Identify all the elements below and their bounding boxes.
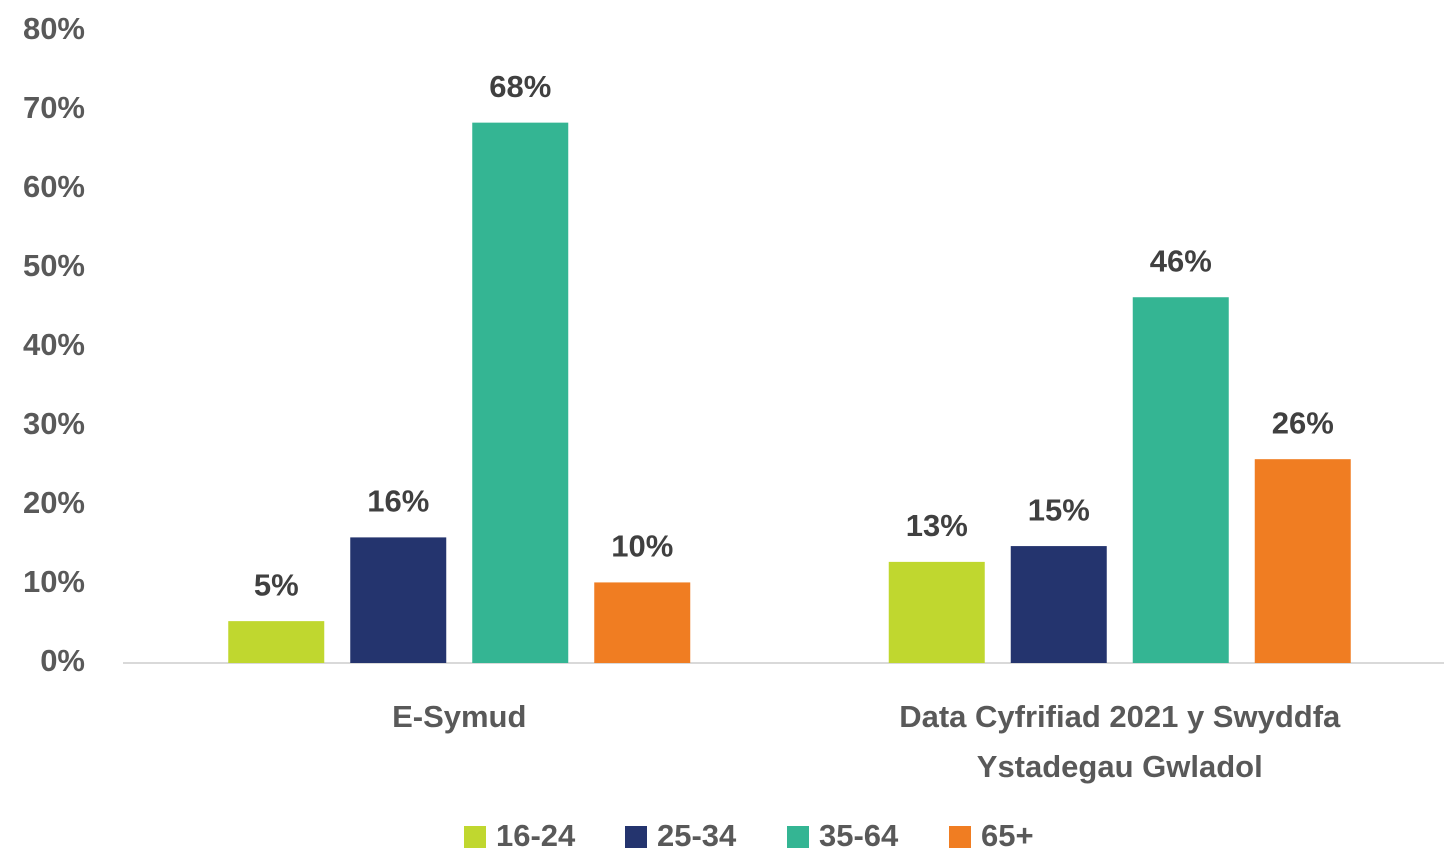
y-tick-label: 10% <box>23 564 85 599</box>
x-tick-label: Data Cyfrifiad 2021 y Swyddfa Ystadegau … <box>899 699 1341 784</box>
bar <box>888 561 985 663</box>
data-label: 26% <box>1272 405 1334 440</box>
bar <box>472 122 569 663</box>
y-tick-label: 20% <box>23 485 85 520</box>
data-label: 5% <box>254 567 299 602</box>
bar <box>1132 297 1229 663</box>
y-tick-label: 70% <box>23 90 85 125</box>
data-label: 13% <box>906 508 968 543</box>
legend-swatch <box>787 826 809 848</box>
data-label: 16% <box>367 484 429 519</box>
legend-label: 35-64 <box>819 818 899 852</box>
y-tick-label: 30% <box>23 406 85 441</box>
x-tick-label: E-Symud <box>392 699 527 734</box>
legend-label: 25-34 <box>657 818 737 852</box>
legend-label: 16-24 <box>496 818 576 852</box>
data-label: 10% <box>611 529 673 564</box>
y-tick-label: 0% <box>40 643 85 678</box>
bar <box>1010 546 1107 663</box>
legend-swatch <box>464 826 486 848</box>
bar <box>594 582 691 663</box>
legend-swatch <box>949 826 971 848</box>
y-tick-label: 40% <box>23 327 85 362</box>
bar <box>1254 459 1351 663</box>
legend-label: 65+ <box>981 818 1034 852</box>
y-tick-label: 60% <box>23 169 85 204</box>
y-tick-label: 80% <box>23 11 85 46</box>
data-label: 46% <box>1150 243 1212 278</box>
data-label: 68% <box>489 69 551 104</box>
legend-swatch <box>625 826 647 848</box>
bar <box>350 537 447 663</box>
bar <box>228 621 325 663</box>
data-label: 15% <box>1028 492 1090 527</box>
y-tick-label: 50% <box>23 248 85 283</box>
